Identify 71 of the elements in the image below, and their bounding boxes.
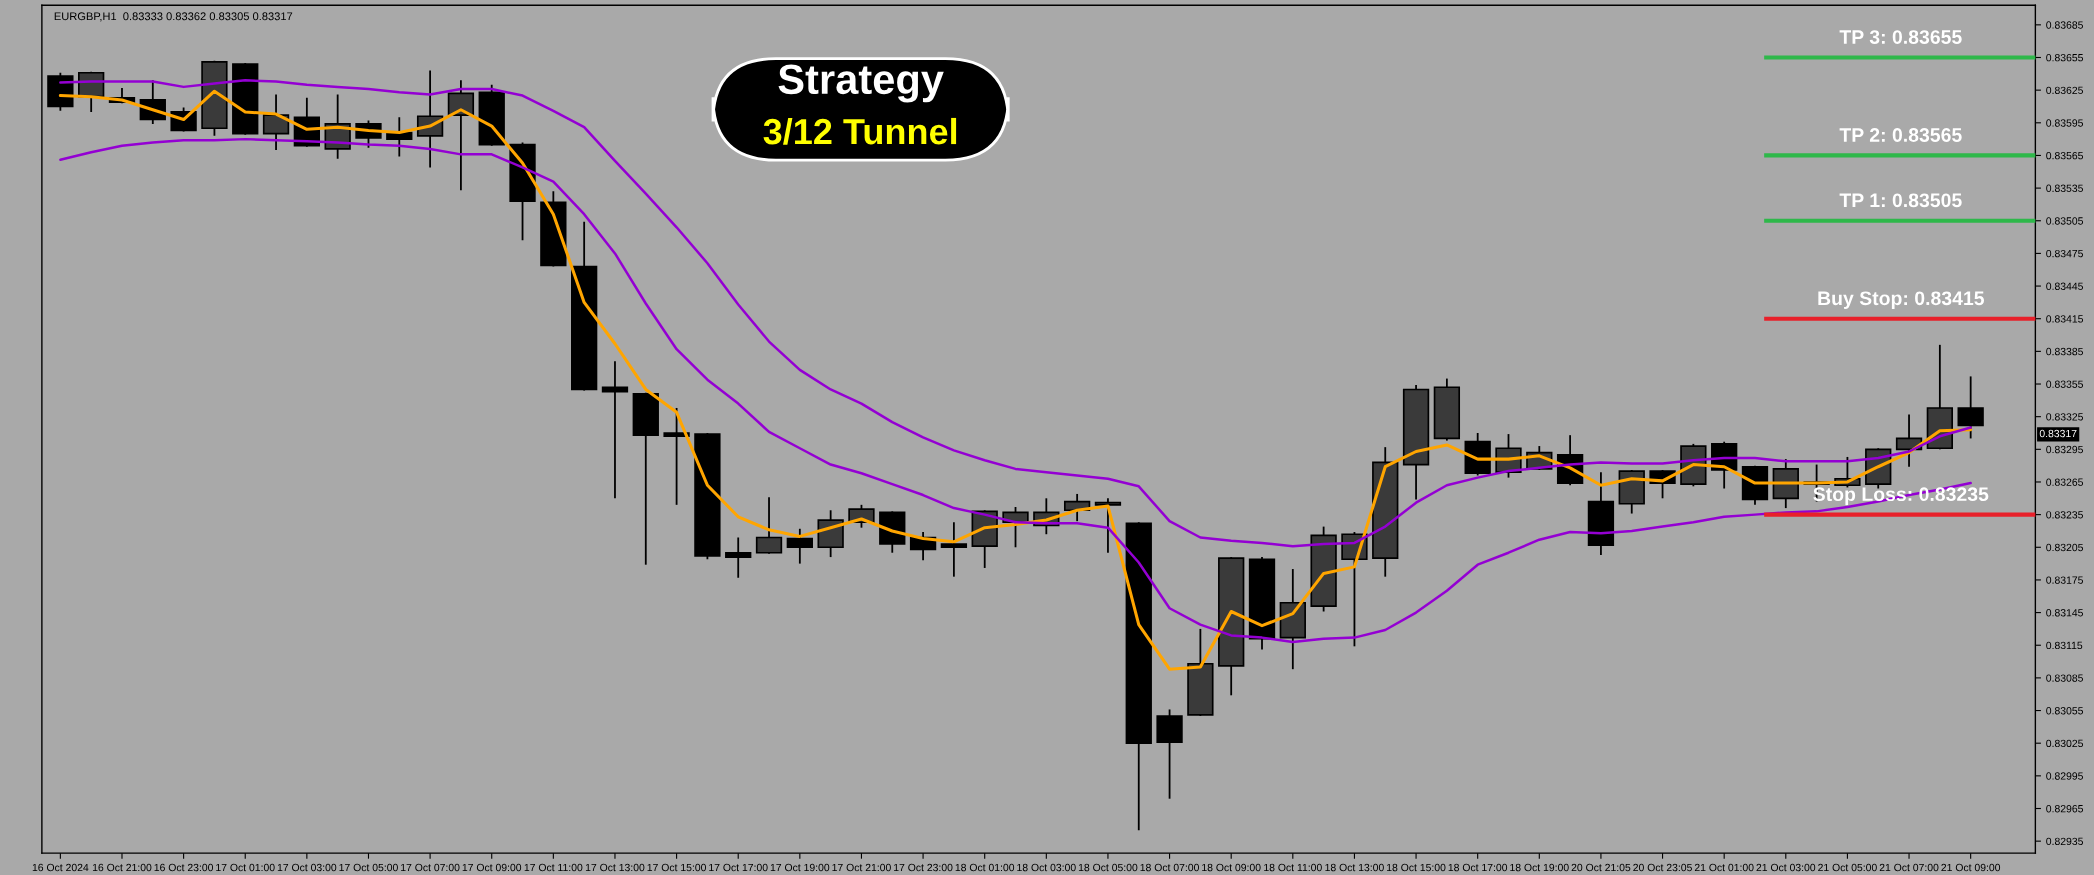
y-tick-label: 0.83385 (2046, 347, 2083, 356)
x-tick-label: 18 Oct 09:00 (1202, 863, 1261, 872)
y-tick-label: 0.83235 (2046, 511, 2083, 519)
x-tick-label: 20 Oct 21:05 (1571, 863, 1631, 872)
y-tick-label: 0.83445 (2046, 282, 2083, 290)
x-tick-label: 17 Oct 23:00 (894, 863, 953, 872)
ref-line-label: Buy Stop: 0.83415 (1818, 291, 1985, 309)
y-tick-label: 0.83415 (2046, 315, 2083, 323)
y-tick-label: 0.83295 (2046, 445, 2083, 454)
x-tick-label: 16 Oct 2024 (32, 863, 89, 872)
x-tick-label: 17 Oct 05:00 (339, 863, 398, 872)
x-tick-label: 16 Oct 21:00 (92, 863, 152, 872)
x-tick-label: 18 Oct 17:00 (1448, 863, 1508, 872)
x-tick-label: 18 Oct 01:00 (955, 863, 1015, 872)
y-tick-label: 0.83565 (2046, 151, 2083, 160)
x-tick-label: 17 Oct 15:00 (647, 863, 707, 872)
x-tick-label: 18 Oct 15:00 (1387, 863, 1446, 872)
x-tick-label: 18 Oct 11:00 (1264, 863, 1322, 872)
x-tick-label: 17 Oct 11:00 (524, 863, 583, 872)
x-tick-label: 18 Oct 07:00 (1140, 863, 1199, 872)
x-tick-label: 18 Oct 05:00 (1078, 863, 1138, 872)
y-tick-label: 0.83475 (2046, 249, 2083, 258)
x-tick-label: 17 Oct 13:00 (585, 863, 645, 872)
y-tick-label: 0.83535 (2046, 184, 2083, 192)
text: Strategy (778, 64, 944, 103)
y-tick-label: 0.82935 (2046, 837, 2083, 846)
x-tick-label: 18 Oct 03:00 (1017, 863, 1076, 872)
x-tick-label: 17 Oct 09:00 (462, 863, 522, 872)
x-tick-label: 21 Oct 09:00 (1941, 863, 2001, 872)
ref-line-label: TP 1: 0.83505 (1839, 193, 1962, 208)
x-tick-label: 17 Oct 03:00 (277, 863, 337, 872)
y-tick-label: 0.83685 (2046, 21, 2083, 29)
x-tick-label: 17 Oct 17:00 (709, 863, 768, 872)
y-tick-label: 0.83355 (2046, 380, 2083, 388)
y-tick-label: 0.83505 (2046, 217, 2083, 225)
y-tick-label: 0.83085 (2046, 674, 2083, 682)
candlestick (663, 407, 690, 506)
ref-line-label: TP 2: 0.83565 (1839, 128, 1962, 142)
y-tick-label: 0.83625 (2046, 86, 2083, 95)
y-tick-label: 0.83265 (2046, 478, 2083, 486)
x-tick-label: 18 Oct 13:00 (1325, 863, 1384, 872)
candlestick (725, 536, 752, 579)
candlestick (1094, 497, 1122, 554)
x-tick-label: 21 Oct 07:00 (1879, 863, 1939, 872)
y-tick-label: 0.83115 (2046, 641, 2083, 650)
x-tick-label: 21 Oct 05:00 (1818, 863, 1877, 872)
y-tick-label: 0.82965 (2046, 805, 2083, 813)
ref-line-label: TP 3: 0.83655 (1839, 30, 1962, 44)
text: 3/12 Tunnel (763, 117, 957, 145)
y-tick-label: 0.83175 (2046, 576, 2083, 584)
y-tick-label: 0.83205 (2046, 543, 2083, 552)
x-tick-label: 20 Oct 23:05 (1633, 863, 1692, 872)
y-tick-label: 0.83055 (2046, 707, 2083, 715)
x-tick-label: 21 Oct 01:00 (1694, 863, 1754, 872)
candlestick (940, 521, 968, 578)
x-tick-label: 17 Oct 21:00 (832, 863, 891, 872)
text: 0.83317 (2039, 429, 2077, 438)
x-tick-label: 17 Oct 19:00 (770, 863, 830, 872)
annotation: EURGBP,H1 0.83333 0.83362 0.83305 0.83317 (54, 12, 293, 22)
x-tick-label: 18 Oct 19:00 (1510, 863, 1569, 872)
y-tick-label: 0.82995 (2046, 772, 2083, 780)
candlestick (601, 360, 629, 500)
y-tick-label: 0.83025 (2046, 739, 2083, 748)
y-tick-label: 0.83325 (2046, 413, 2083, 421)
y-tick-label: 0.83655 (2046, 53, 2083, 62)
x-tick-label: 16 Oct 23:00 (154, 863, 214, 872)
x-tick-label: 17 Oct 01:00 (216, 863, 275, 872)
x-tick-label: 21 Oct 03:00 (1756, 863, 1816, 872)
y-tick-label: 0.83145 (2046, 609, 2083, 617)
y-tick-label: 0.83595 (2046, 119, 2083, 127)
x-tick-label: 17 Oct 07:00 (401, 863, 460, 872)
